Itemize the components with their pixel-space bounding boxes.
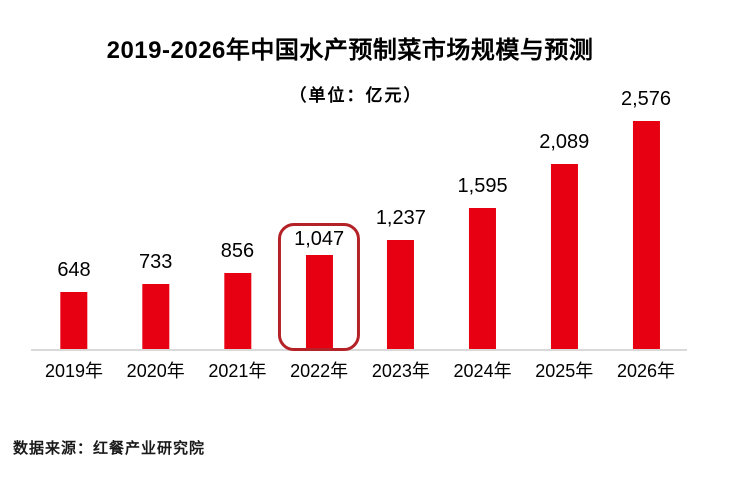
- bar-rect: [223, 273, 251, 349]
- bar-value-label: 2,089: [539, 131, 590, 154]
- bar-group: 856: [221, 240, 254, 349]
- axis-baseline: [31, 349, 687, 351]
- bar-rect: [387, 239, 415, 349]
- x-axis-label: 2019年: [44, 361, 104, 381]
- bar-value-label: 1,237: [375, 206, 426, 229]
- x-axis-label: 2025年: [535, 361, 594, 381]
- bar-value-label: 733: [139, 251, 173, 274]
- bar-group: 733: [139, 251, 172, 349]
- bar-group-highlighted: 1,047: [278, 223, 361, 351]
- bar-group: 2,089: [539, 131, 589, 349]
- data-source-note: 数据来源：红餐产业研究院: [13, 440, 206, 457]
- bar-rect: [305, 255, 333, 348]
- bar-value-label: 2,576: [620, 88, 672, 110]
- bar-group: 648: [57, 258, 91, 349]
- bar-value-label: 1,047: [294, 228, 345, 251]
- x-axis-label: 2020年: [126, 361, 185, 381]
- bar-value-label: 648: [57, 258, 91, 281]
- bar-value-label: 856: [220, 240, 255, 263]
- bar-value-label: 1,595: [457, 174, 508, 197]
- x-axis-label: 2024年: [453, 361, 512, 381]
- x-axis-label: 2023年: [371, 361, 430, 381]
- unit-label: （单位：亿元）: [289, 86, 423, 105]
- bar-rect: [60, 291, 88, 349]
- bar-rect: [142, 284, 170, 349]
- x-axis-label: 2026年: [616, 361, 676, 381]
- bar-rect: [550, 164, 578, 349]
- bar-rect: [632, 121, 660, 349]
- bar-group: 2,576: [621, 88, 671, 349]
- chart-title: 2019-2026年中国水产预制菜市场规模与预测: [106, 37, 594, 64]
- bar-rect: [469, 207, 497, 349]
- x-axis-label: 2022年: [290, 361, 349, 381]
- bar-group: 1,595: [458, 175, 508, 349]
- bar-group: 1,237: [375, 206, 426, 349]
- x-axis-label: 2021年: [208, 361, 267, 381]
